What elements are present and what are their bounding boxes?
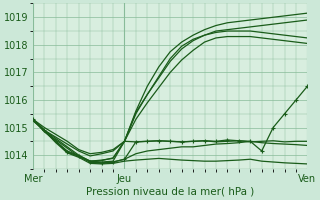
X-axis label: Pression niveau de la mer( hPa ): Pression niveau de la mer( hPa ): [86, 187, 254, 197]
